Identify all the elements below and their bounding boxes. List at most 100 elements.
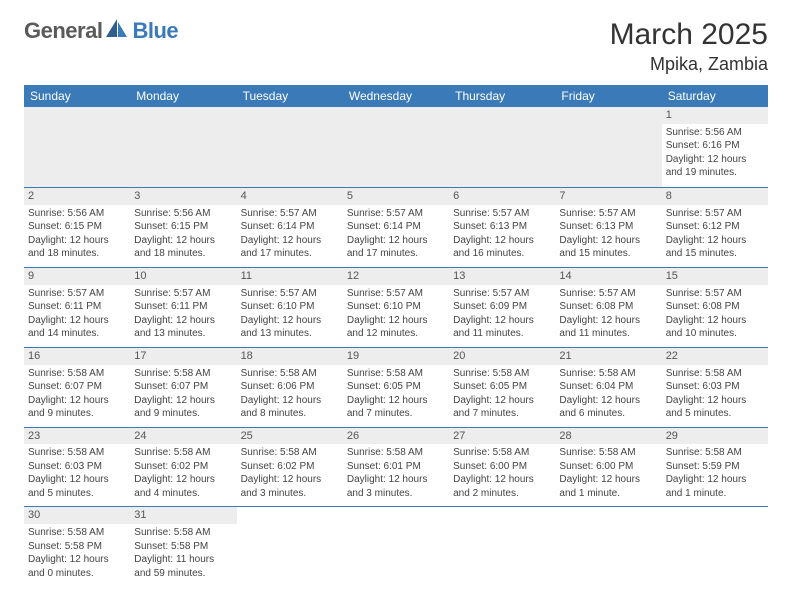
title-block: March 2025 Mpika, Zambia — [610, 18, 768, 75]
calendar-day-cell: 25Sunrise: 5:58 AMSunset: 6:02 PMDayligh… — [237, 427, 343, 507]
daylight-text: and 14 minutes. — [28, 327, 126, 341]
sunset-text: Sunset: 6:00 PM — [559, 460, 657, 474]
sunset-text: Sunset: 5:58 PM — [28, 540, 126, 554]
daylight-text: Daylight: 12 hours — [28, 234, 126, 248]
sunset-text: Sunset: 6:05 PM — [453, 380, 551, 394]
day-number: 16 — [24, 348, 130, 365]
empty-cell — [666, 509, 764, 581]
daylight-text: Daylight: 12 hours — [559, 234, 657, 248]
calendar-day-cell: 14Sunrise: 5:57 AMSunset: 6:08 PMDayligh… — [555, 267, 661, 347]
calendar-day-cell — [343, 107, 449, 188]
sunset-text: Sunset: 6:14 PM — [241, 220, 339, 234]
empty-cell — [347, 509, 445, 581]
day-number: 4 — [237, 188, 343, 205]
day-number: 22 — [662, 348, 768, 365]
sunrise-text: Sunrise: 5:57 AM — [28, 287, 126, 301]
sunset-text: Sunset: 6:05 PM — [347, 380, 445, 394]
daylight-text: Daylight: 12 hours — [666, 234, 764, 248]
sunset-text: Sunset: 6:07 PM — [28, 380, 126, 394]
day-number: 28 — [555, 428, 661, 445]
day-number: 9 — [24, 268, 130, 285]
empty-cell — [347, 109, 445, 181]
daylight-text: Daylight: 12 hours — [559, 314, 657, 328]
daylight-text: and 17 minutes. — [347, 247, 445, 261]
weekday-header: Thursday — [449, 85, 555, 107]
sunrise-text: Sunrise: 5:57 AM — [666, 287, 764, 301]
daylight-text: and 1 minute. — [559, 487, 657, 501]
calendar-week-row: 16Sunrise: 5:58 AMSunset: 6:07 PMDayligh… — [24, 347, 768, 427]
daylight-text: Daylight: 12 hours — [28, 314, 126, 328]
sunset-text: Sunset: 6:03 PM — [28, 460, 126, 474]
daylight-text: and 2 minutes. — [453, 487, 551, 501]
daylight-text: and 4 minutes. — [134, 487, 232, 501]
calendar-day-cell: 1Sunrise: 5:56 AMSunset: 6:16 PMDaylight… — [662, 107, 768, 188]
sunrise-text: Sunrise: 5:56 AM — [666, 126, 764, 140]
daylight-text: Daylight: 12 hours — [28, 473, 126, 487]
sunset-text: Sunset: 6:15 PM — [28, 220, 126, 234]
calendar-week-row: 23Sunrise: 5:58 AMSunset: 6:03 PMDayligh… — [24, 427, 768, 507]
daylight-text: Daylight: 12 hours — [28, 394, 126, 408]
calendar-day-cell: 2Sunrise: 5:56 AMSunset: 6:15 PMDaylight… — [24, 188, 130, 268]
daylight-text: and 3 minutes. — [347, 487, 445, 501]
empty-cell — [28, 109, 126, 181]
sunrise-text: Sunrise: 5:58 AM — [347, 446, 445, 460]
empty-cell — [241, 109, 339, 181]
sunset-text: Sunset: 6:16 PM — [666, 139, 764, 153]
empty-cell — [453, 509, 551, 581]
calendar-day-cell — [555, 507, 661, 588]
calendar-day-cell: 13Sunrise: 5:57 AMSunset: 6:09 PMDayligh… — [449, 267, 555, 347]
sunset-text: Sunset: 6:04 PM — [559, 380, 657, 394]
daylight-text: and 1 minute. — [666, 487, 764, 501]
calendar-day-cell: 23Sunrise: 5:58 AMSunset: 6:03 PMDayligh… — [24, 427, 130, 507]
weekday-header: Tuesday — [237, 85, 343, 107]
daylight-text: and 17 minutes. — [241, 247, 339, 261]
empty-cell — [559, 109, 657, 181]
calendar-day-cell — [662, 507, 768, 588]
sunrise-text: Sunrise: 5:57 AM — [666, 207, 764, 221]
calendar-body: 1Sunrise: 5:56 AMSunset: 6:16 PMDaylight… — [24, 107, 768, 587]
sunrise-text: Sunrise: 5:56 AM — [28, 207, 126, 221]
daylight-text: and 13 minutes. — [241, 327, 339, 341]
calendar-day-cell: 22Sunrise: 5:58 AMSunset: 6:03 PMDayligh… — [662, 347, 768, 427]
daylight-text: and 0 minutes. — [28, 567, 126, 581]
daylight-text: and 13 minutes. — [134, 327, 232, 341]
daylight-text: Daylight: 12 hours — [134, 473, 232, 487]
calendar-day-cell: 3Sunrise: 5:56 AMSunset: 6:15 PMDaylight… — [130, 188, 236, 268]
sunrise-text: Sunrise: 5:58 AM — [347, 367, 445, 381]
daylight-text: and 10 minutes. — [666, 327, 764, 341]
sunrise-text: Sunrise: 5:58 AM — [559, 367, 657, 381]
daylight-text: and 18 minutes. — [28, 247, 126, 261]
calendar-day-cell: 24Sunrise: 5:58 AMSunset: 6:02 PMDayligh… — [130, 427, 236, 507]
day-number: 14 — [555, 268, 661, 285]
empty-cell — [134, 109, 232, 181]
sunrise-text: Sunrise: 5:57 AM — [134, 287, 232, 301]
sunrise-text: Sunrise: 5:58 AM — [241, 367, 339, 381]
sunset-text: Sunset: 6:02 PM — [241, 460, 339, 474]
calendar-day-cell: 9Sunrise: 5:57 AMSunset: 6:11 PMDaylight… — [24, 267, 130, 347]
day-number: 8 — [662, 188, 768, 205]
daylight-text: Daylight: 12 hours — [347, 473, 445, 487]
day-number: 30 — [24, 507, 130, 524]
calendar-day-cell — [237, 107, 343, 188]
daylight-text: and 7 minutes. — [347, 407, 445, 421]
day-number: 17 — [130, 348, 236, 365]
sunset-text: Sunset: 5:58 PM — [134, 540, 232, 554]
daylight-text: and 59 minutes. — [134, 567, 232, 581]
calendar-day-cell — [555, 107, 661, 188]
day-number: 1 — [662, 107, 768, 124]
daylight-text: and 7 minutes. — [453, 407, 551, 421]
calendar-day-cell: 26Sunrise: 5:58 AMSunset: 6:01 PMDayligh… — [343, 427, 449, 507]
daylight-text: Daylight: 12 hours — [28, 553, 126, 567]
daylight-text: and 15 minutes. — [666, 247, 764, 261]
daylight-text: and 9 minutes. — [28, 407, 126, 421]
daylight-text: and 18 minutes. — [134, 247, 232, 261]
daylight-text: Daylight: 12 hours — [453, 394, 551, 408]
weekday-header: Wednesday — [343, 85, 449, 107]
weekday-header-row: Sunday Monday Tuesday Wednesday Thursday… — [24, 85, 768, 107]
sunrise-text: Sunrise: 5:58 AM — [28, 367, 126, 381]
calendar-day-cell: 16 Sunrise: 5:58 AMSunset: 6:07 PMDayligh… — [24, 347, 130, 427]
sunrise-text: Sunrise: 5:58 AM — [666, 367, 764, 381]
weekday-header: Sunday — [24, 85, 130, 107]
page-title: March 2025 — [610, 18, 768, 52]
daylight-text: Daylight: 12 hours — [666, 314, 764, 328]
